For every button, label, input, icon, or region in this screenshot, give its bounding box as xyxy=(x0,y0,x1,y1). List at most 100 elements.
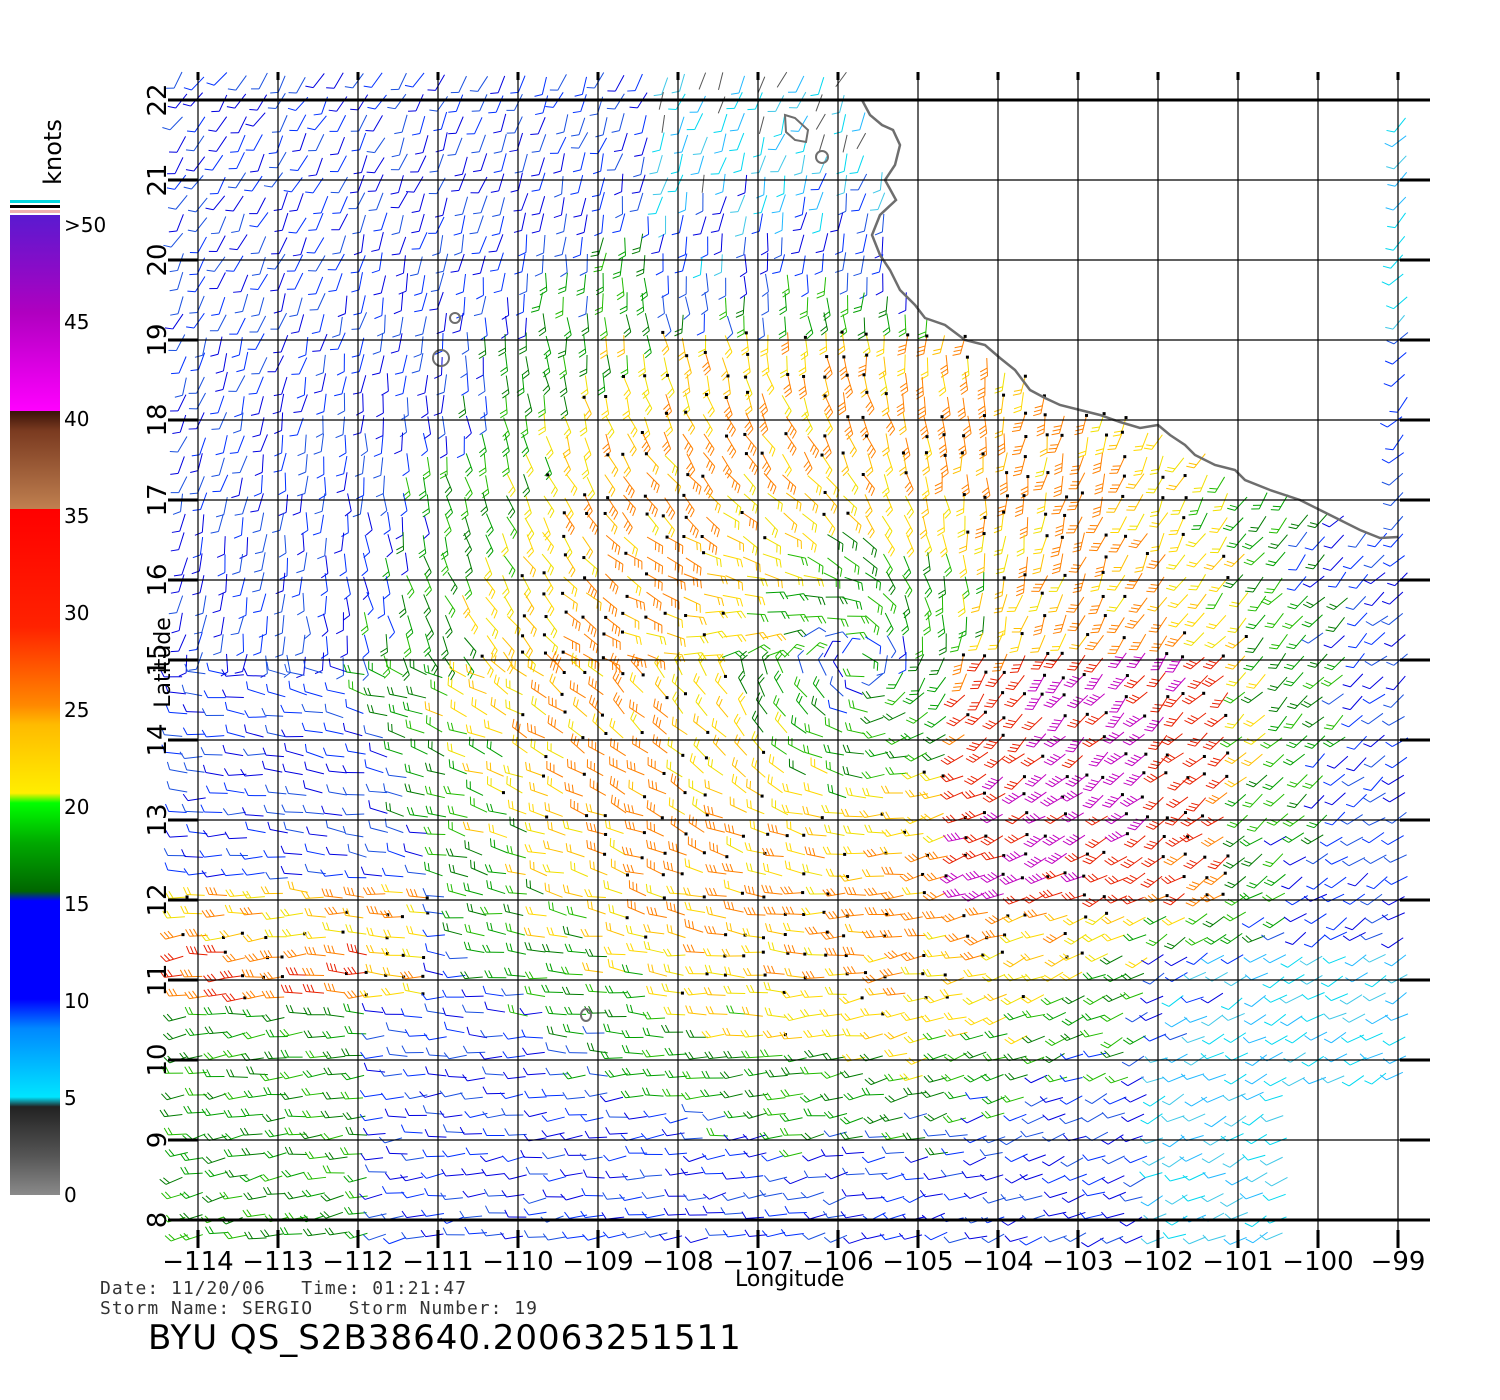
wind-barb xyxy=(331,213,349,231)
wind-barb xyxy=(1222,574,1244,589)
wind-barb xyxy=(211,94,228,113)
wind-barb xyxy=(787,553,808,566)
wind-barb xyxy=(250,273,268,290)
wind-barb xyxy=(580,1210,604,1219)
wind-barb xyxy=(640,430,651,456)
wind-barb xyxy=(652,734,668,754)
wind-barb xyxy=(883,553,893,577)
wind-barb xyxy=(315,354,326,377)
wind-barb xyxy=(195,595,207,617)
wind-barb xyxy=(646,906,667,919)
wind-barb xyxy=(250,236,267,255)
wind-barb xyxy=(618,237,626,260)
wind-barb xyxy=(571,117,586,137)
wind-barb xyxy=(1139,1012,1163,1021)
wind-barb xyxy=(160,727,183,737)
wind-barb xyxy=(1225,634,1248,649)
colorbar-tick-label: 35 xyxy=(64,504,89,528)
wind-barb xyxy=(609,738,626,757)
wind-barb xyxy=(1381,912,1405,921)
wind-barb xyxy=(1302,676,1325,690)
wind-barb xyxy=(332,235,347,255)
wind-barb xyxy=(841,1146,865,1155)
wind-barb xyxy=(662,1088,685,1097)
wind-barb xyxy=(824,947,848,958)
wind-barb xyxy=(323,982,345,994)
wind-barb xyxy=(621,630,642,645)
wind-barb xyxy=(164,988,187,997)
wind-barb xyxy=(730,194,746,213)
wind-barb xyxy=(485,534,494,558)
wind-barb xyxy=(1243,714,1266,727)
wind-barb xyxy=(181,684,203,697)
wind-barb xyxy=(274,615,285,637)
wind-barb xyxy=(234,653,248,674)
wind-barb xyxy=(402,657,410,681)
wind-barb xyxy=(1082,895,1106,908)
wind-barb xyxy=(289,297,303,318)
wind-barb xyxy=(644,1230,668,1238)
wind-barb xyxy=(1033,394,1046,417)
wind-barb xyxy=(862,537,878,558)
wind-barb xyxy=(529,860,548,877)
wind-barb xyxy=(1043,812,1068,824)
wind-barb xyxy=(723,1110,747,1119)
wind-barb xyxy=(493,134,507,154)
wind-barb xyxy=(578,296,588,318)
wind-barb xyxy=(643,1110,667,1118)
wind-barb xyxy=(879,1233,903,1241)
wind-barb xyxy=(938,373,947,397)
wind-barb xyxy=(1024,692,1044,711)
wind-barb xyxy=(605,534,621,555)
wind-barb xyxy=(584,1089,608,1097)
wind-barb xyxy=(819,1093,843,1102)
wind-barb xyxy=(1270,494,1289,511)
wind-barb xyxy=(1220,954,1244,965)
wind-barb xyxy=(1023,856,1047,868)
wind-barb xyxy=(994,372,1006,394)
colorbar-tick-label: 45 xyxy=(64,310,89,334)
wind-barb xyxy=(646,839,667,855)
wind-barb xyxy=(1243,552,1265,566)
wind-barb xyxy=(610,858,629,877)
wind-barb xyxy=(261,990,285,999)
wind-barb xyxy=(1042,1011,1067,1021)
wind-barb xyxy=(661,330,670,356)
wind-barb xyxy=(302,967,325,976)
wind-barb xyxy=(170,394,187,412)
wind-barb xyxy=(628,779,647,799)
wind-barb xyxy=(524,844,546,855)
wind-barb xyxy=(446,742,466,758)
wind-barb xyxy=(924,1147,948,1156)
wind-barb xyxy=(308,212,324,231)
wind-barb xyxy=(241,868,265,876)
wind-barb xyxy=(710,157,727,175)
wind-barb xyxy=(335,455,348,477)
wind-barb xyxy=(285,785,307,796)
wind-barb xyxy=(1043,753,1066,766)
wind-barb xyxy=(880,891,904,900)
wind-barb xyxy=(602,632,621,650)
wind-barb xyxy=(239,1127,263,1136)
wind-barb xyxy=(493,113,507,134)
wind-barb xyxy=(999,471,1009,495)
wind-barb xyxy=(762,435,776,457)
wind-barb xyxy=(681,1103,703,1113)
wind-barb xyxy=(841,908,864,917)
wind-barb xyxy=(763,906,787,916)
wind-barb xyxy=(461,1168,485,1176)
wind-barb xyxy=(692,216,707,236)
wind-barb xyxy=(1041,1155,1065,1167)
wind-barb xyxy=(716,695,729,718)
wind-barb xyxy=(1022,1154,1046,1162)
wind-barb xyxy=(1346,612,1368,627)
wind-barb xyxy=(410,155,427,173)
wind-barb xyxy=(238,597,248,619)
wind-barb xyxy=(1043,693,1066,708)
wind-barb xyxy=(283,654,291,678)
wind-barb xyxy=(1263,1077,1287,1087)
wind-barb xyxy=(466,1026,488,1039)
wind-barb xyxy=(1363,632,1386,646)
wind-barb xyxy=(441,636,449,660)
wind-barb xyxy=(421,395,429,419)
